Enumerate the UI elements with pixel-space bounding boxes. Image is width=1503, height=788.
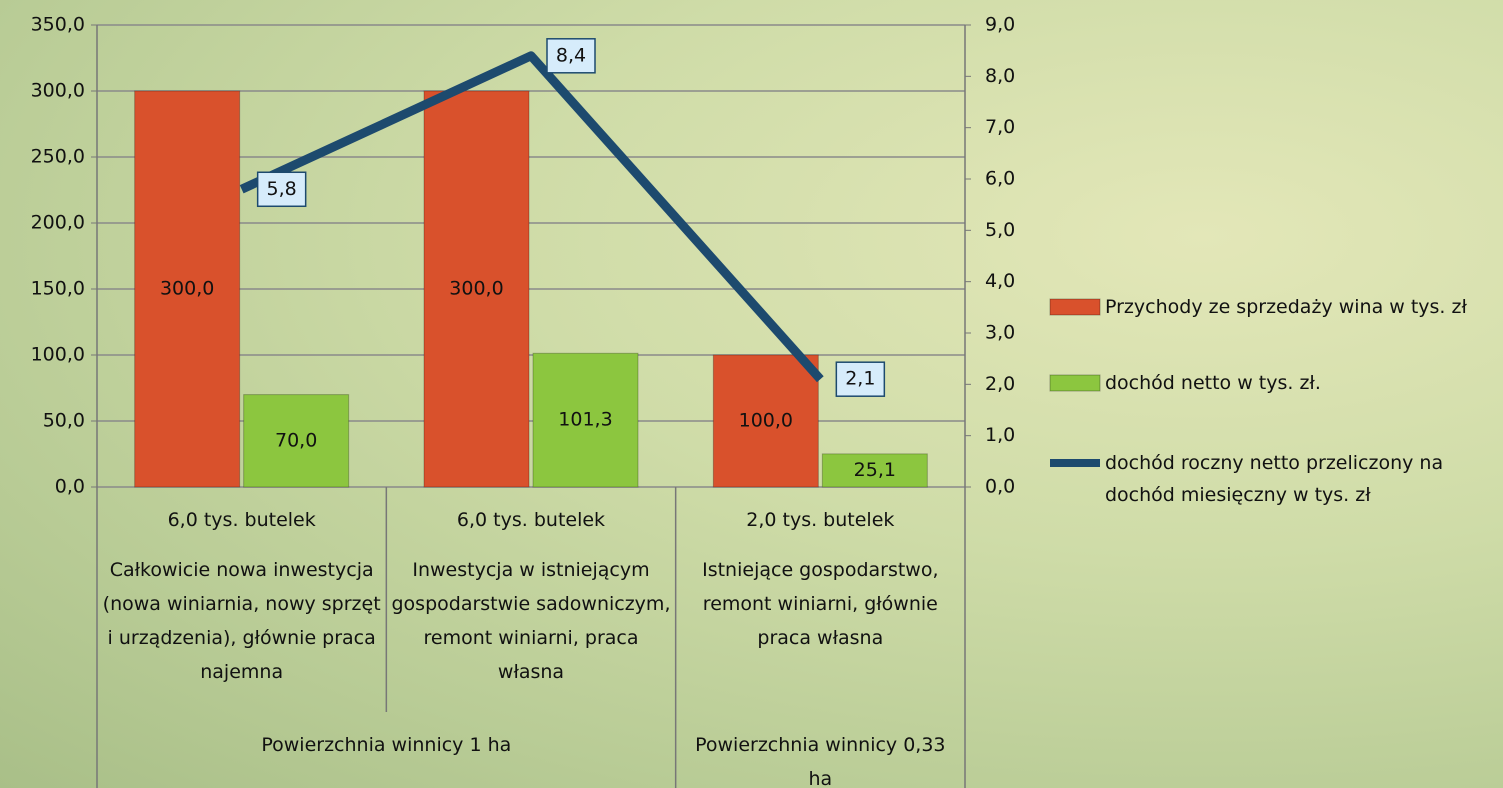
bar xyxy=(134,90,241,488)
y2-tick-label: 2,0 xyxy=(985,373,1015,395)
y-tick-label: 300,0 xyxy=(31,80,85,102)
category-description: Istniejące gospodarstwo, remont winiarni… xyxy=(702,559,939,649)
legend-label: dochód netto w tys. zł. xyxy=(1105,372,1321,394)
y2-tick-label: 4,0 xyxy=(985,270,1015,292)
y2-tick-label: 5,0 xyxy=(985,219,1015,241)
legend-label: dochód roczny netto przeliczony na dochó… xyxy=(1105,452,1444,506)
y2-tick-label: 3,0 xyxy=(985,322,1015,344)
value-label-box xyxy=(256,171,307,208)
y2-tick-label: 8,0 xyxy=(985,65,1015,87)
value-label-box xyxy=(835,361,886,397)
x-tick-label: 6,0 tys. butelek xyxy=(456,509,606,531)
bar xyxy=(712,354,819,488)
legend-label: Przychody ze sprzedaży wina w tys. zł xyxy=(1105,296,1467,318)
legend-swatch xyxy=(1049,298,1101,316)
value-label: 2,1 xyxy=(845,368,875,390)
y-tick-label: 100,0 xyxy=(31,344,85,366)
category-group: Powierzchnia winnicy 0,33 ha xyxy=(695,734,946,788)
category-description: Całkowicie nowa inwestycja (nowa winiarn… xyxy=(102,559,381,683)
value-label-box xyxy=(546,38,596,74)
bar xyxy=(532,352,639,488)
y2-tick-label: 7,0 xyxy=(985,116,1015,138)
legend-swatch xyxy=(1049,374,1101,392)
value-label: 300,0 xyxy=(449,278,503,300)
x-tick-label: 6,0 tys. butelek xyxy=(167,509,316,531)
bar xyxy=(243,394,350,488)
value-label: 8,4 xyxy=(556,44,586,66)
y2-tick-label: 0,0 xyxy=(985,476,1015,498)
value-label: 101,3 xyxy=(558,409,612,431)
y2-tick-label: 6,0 xyxy=(985,168,1015,190)
category-group: Powierzchnia winnicy 1 ha xyxy=(261,734,512,756)
value-label: 300,0 xyxy=(160,278,214,300)
bar xyxy=(423,90,530,488)
value-label: 25,1 xyxy=(854,459,896,481)
y-tick-label: 250,0 xyxy=(31,146,85,168)
y-tick-label: 50,0 xyxy=(43,410,85,432)
y2-tick-label: 1,0 xyxy=(985,424,1015,446)
value-label: 5,8 xyxy=(267,178,297,200)
value-label: 70,0 xyxy=(275,429,317,451)
value-label: 100,0 xyxy=(739,410,793,432)
y-tick-label: 0,0 xyxy=(55,476,85,498)
line xyxy=(239,51,824,383)
y2-tick-label: 9,0 xyxy=(985,14,1015,36)
y-tick-label: 200,0 xyxy=(31,212,85,234)
bar xyxy=(821,453,928,488)
y-tick-label: 150,0 xyxy=(31,278,85,300)
category-description: Inwestycja w istniejącym gospodarstwie s… xyxy=(391,559,671,683)
y-tick-label: 350,0 xyxy=(31,14,85,36)
x-tick-label: 2,0 tys. butelek xyxy=(746,509,895,531)
